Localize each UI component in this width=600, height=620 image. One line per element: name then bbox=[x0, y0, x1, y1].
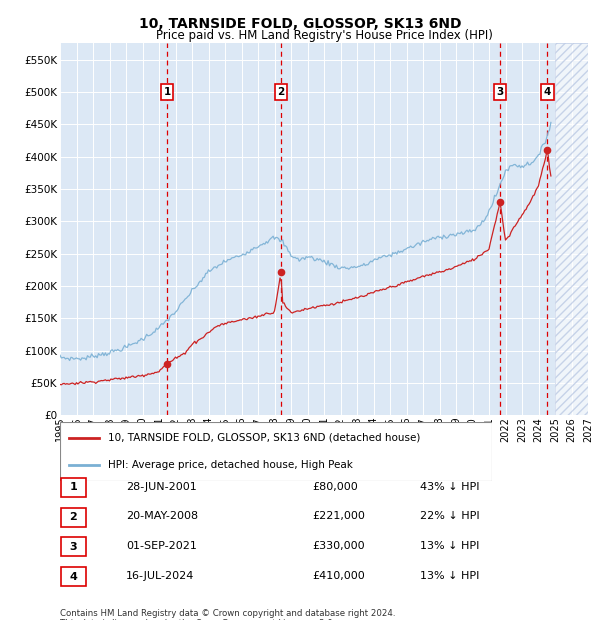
Text: 4: 4 bbox=[544, 87, 551, 97]
Text: 16-JUL-2024: 16-JUL-2024 bbox=[126, 571, 194, 581]
Text: 1: 1 bbox=[70, 482, 77, 492]
Text: £80,000: £80,000 bbox=[312, 482, 358, 492]
Text: 1: 1 bbox=[163, 87, 171, 97]
Text: 22% ↓ HPI: 22% ↓ HPI bbox=[420, 512, 479, 521]
FancyBboxPatch shape bbox=[61, 478, 86, 497]
FancyBboxPatch shape bbox=[60, 422, 492, 480]
FancyBboxPatch shape bbox=[61, 538, 86, 556]
Text: £410,000: £410,000 bbox=[312, 571, 365, 581]
Text: 4: 4 bbox=[70, 572, 77, 582]
Title: Price paid vs. HM Land Registry's House Price Index (HPI): Price paid vs. HM Land Registry's House … bbox=[155, 29, 493, 42]
Text: £330,000: £330,000 bbox=[312, 541, 365, 551]
Text: 10, TARNSIDE FOLD, GLOSSOP, SK13 6ND (detached house): 10, TARNSIDE FOLD, GLOSSOP, SK13 6ND (de… bbox=[107, 433, 420, 443]
Text: 2: 2 bbox=[70, 512, 77, 522]
Text: 13% ↓ HPI: 13% ↓ HPI bbox=[420, 571, 479, 581]
Text: 20-MAY-2008: 20-MAY-2008 bbox=[126, 512, 198, 521]
Text: 10, TARNSIDE FOLD, GLOSSOP, SK13 6ND: 10, TARNSIDE FOLD, GLOSSOP, SK13 6ND bbox=[139, 17, 461, 32]
FancyBboxPatch shape bbox=[61, 567, 86, 586]
Text: 43% ↓ HPI: 43% ↓ HPI bbox=[420, 482, 479, 492]
Bar bbox=[555, 43, 596, 415]
Text: HPI: Average price, detached house, High Peak: HPI: Average price, detached house, High… bbox=[107, 459, 352, 469]
Text: 01-SEP-2021: 01-SEP-2021 bbox=[126, 541, 197, 551]
Text: 28-JUN-2001: 28-JUN-2001 bbox=[126, 482, 197, 492]
Text: 2: 2 bbox=[277, 87, 284, 97]
Text: Contains HM Land Registry data © Crown copyright and database right 2024.
This d: Contains HM Land Registry data © Crown c… bbox=[60, 609, 395, 620]
Text: £221,000: £221,000 bbox=[312, 512, 365, 521]
Text: 3: 3 bbox=[70, 542, 77, 552]
FancyBboxPatch shape bbox=[61, 508, 86, 526]
Text: 3: 3 bbox=[496, 87, 503, 97]
Text: 13% ↓ HPI: 13% ↓ HPI bbox=[420, 541, 479, 551]
